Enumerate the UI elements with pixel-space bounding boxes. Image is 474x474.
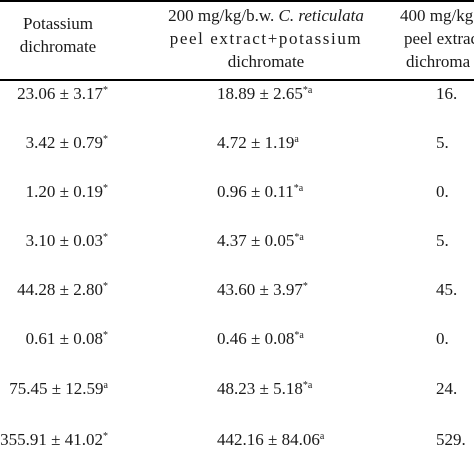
row5-col2: 43.60 ± 3.97* bbox=[217, 280, 308, 299]
row5-col3: 45. bbox=[436, 280, 458, 299]
row1-col2: 18.89 ± 2.65*a bbox=[217, 84, 313, 103]
row6-col2: 0.46 ± 0.08*a bbox=[217, 329, 304, 348]
row8-col3: 529. bbox=[436, 430, 466, 449]
row4-col1: 3.10 ± 0.03* bbox=[25, 231, 108, 250]
row3-col2: 0.96 ± 0.11*a bbox=[217, 182, 304, 201]
header-col3-line1: 400 mg/kg bbox=[400, 6, 474, 25]
header-col3-line3: dichroma bbox=[406, 52, 471, 71]
header-col2-dose: 200 mg/kg/b.w. bbox=[168, 6, 279, 25]
row8-col2: 442.16 ± 84.06a bbox=[217, 430, 325, 449]
row7-col2: 48.23 ± 5.18*a bbox=[217, 379, 313, 398]
row3-col3: 0. bbox=[436, 182, 449, 201]
row7-col1: 75.45 ± 12.59a bbox=[9, 379, 108, 398]
row2-col2: 4.72 ± 1.19a bbox=[217, 133, 299, 152]
row1-col1: 23.06 ± 3.17* bbox=[17, 84, 108, 103]
header-col2-line3: dichromate bbox=[227, 52, 305, 71]
row5-col1: 44.28 ± 2.80* bbox=[17, 280, 108, 299]
header-col2-species: C. reticulata bbox=[278, 6, 364, 25]
row2-col3: 5. bbox=[436, 133, 449, 152]
header-potassium-dichromate: Potassium dichromate bbox=[0, 12, 116, 58]
header-200mg-extract: 200 mg/kg/b.w. C. reticulata peel extrac… bbox=[130, 4, 402, 73]
row2-col1: 3.42 ± 0.79* bbox=[25, 133, 108, 152]
row3-col1: 1.20 ± 0.19* bbox=[25, 182, 108, 201]
row4-col2: 4.37 ± 0.05*a bbox=[217, 231, 304, 250]
header-col2-line1: 200 mg/kg/b.w. C. reticulata bbox=[130, 4, 402, 27]
row8-col1: 355.91 ± 41.02* bbox=[0, 430, 108, 449]
table-top-rule bbox=[0, 0, 474, 2]
row4-col3: 5. bbox=[436, 231, 449, 250]
row6-col3: 0. bbox=[436, 329, 449, 348]
header-col3-line2: peel extrac bbox=[404, 29, 474, 48]
row7-col3: 24. bbox=[436, 379, 458, 398]
row1-col3: 16. bbox=[436, 84, 458, 103]
header-bottom-rule bbox=[0, 79, 474, 81]
header-col2-line2: peel extract+potassium bbox=[169, 29, 363, 48]
header-col1-line1: Potassium bbox=[23, 14, 93, 33]
header-col1-line2: dichromate bbox=[19, 37, 97, 56]
header-400mg-extract: 400 mg/kg peel extrac dichroma bbox=[400, 4, 474, 73]
row6-col1: 0.61 ± 0.08* bbox=[25, 329, 108, 348]
